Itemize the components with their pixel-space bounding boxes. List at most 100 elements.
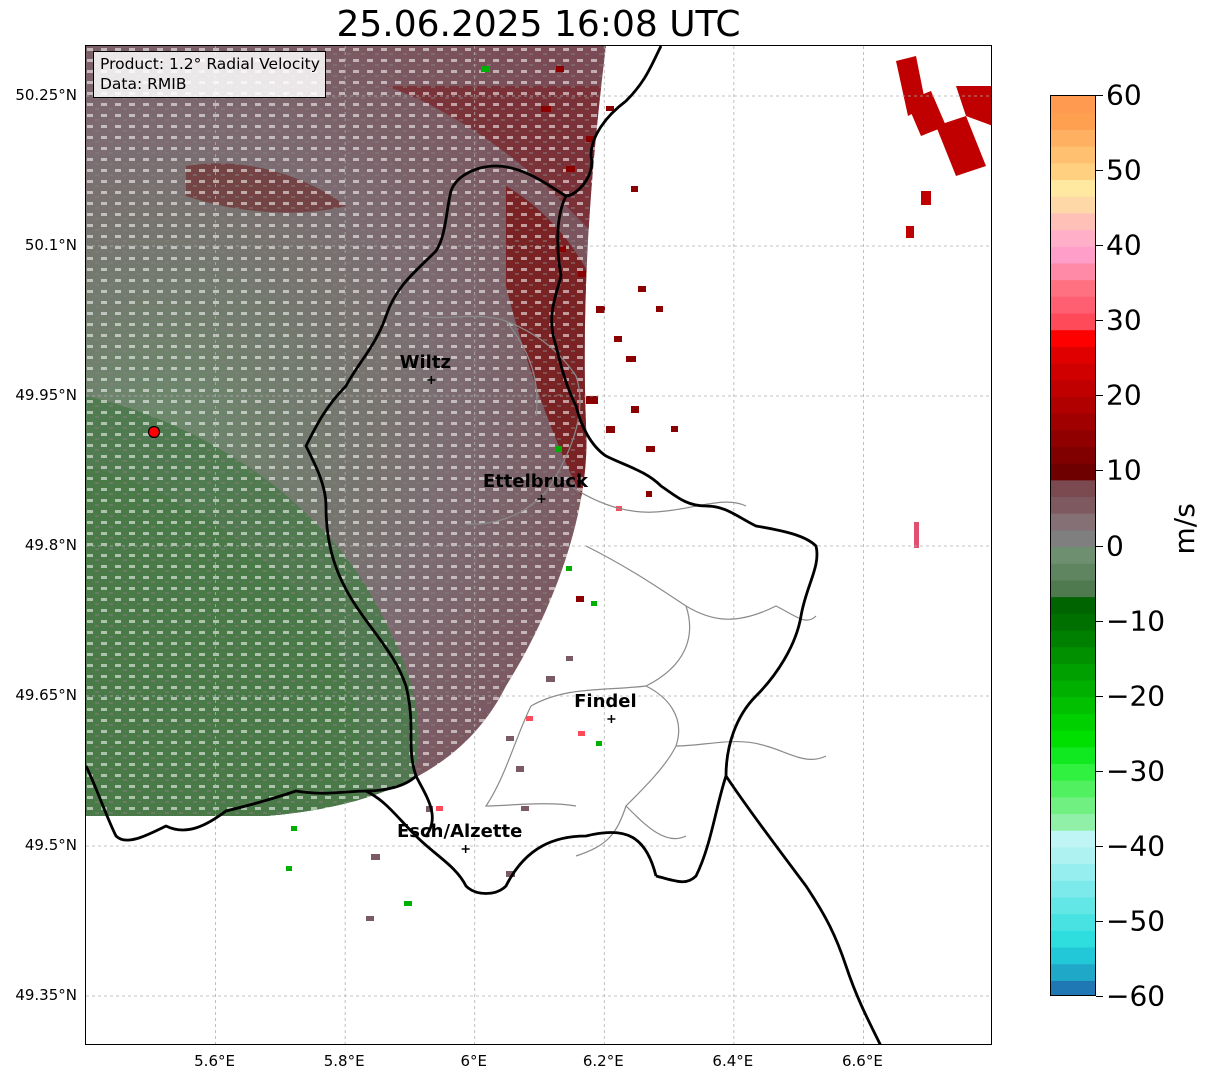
lon-tick-label: 6.4°E [712, 1052, 754, 1070]
colorbar-tick-label: −60 [1106, 979, 1166, 1013]
lon-tick-label: 5.8°E [323, 1052, 365, 1070]
colorbar-segment [1051, 479, 1095, 498]
lat-tick-label: 49.35°N [15, 986, 77, 1004]
colorbar-segment [1051, 196, 1095, 214]
colorbar-segment [1051, 830, 1095, 848]
colorbar-tick-label: −50 [1106, 904, 1166, 938]
colorbar-tick-mark [1096, 245, 1103, 247]
colorbar-segment [1051, 362, 1095, 381]
colorbar-segment [1051, 446, 1095, 464]
colorbar-segment [1051, 730, 1095, 748]
colorbar-segment [1051, 713, 1095, 731]
colorbar-segment [1051, 329, 1095, 347]
colorbar-segment [1051, 546, 1095, 564]
city-markers [427, 376, 616, 853]
colorbar-tick-mark [1096, 845, 1103, 847]
radar-map-canvas [86, 46, 991, 1044]
colorbar-tick-mark [1096, 620, 1103, 622]
colorbar-tick-mark [1096, 320, 1103, 322]
colorbar-segment [1051, 963, 1095, 981]
colorbar-unit-label: m/s [1168, 503, 1201, 555]
colorbar-tick-mark [1096, 545, 1103, 547]
city-marker [537, 495, 546, 503]
colorbar-tick-mark [1096, 395, 1103, 397]
colorbar-tick-label: 50 [1106, 153, 1142, 187]
colorbar-segment [1051, 396, 1095, 414]
colorbar-tick-label: −20 [1106, 679, 1166, 713]
colorbar-segment [1051, 896, 1095, 915]
colorbar-segment [1051, 813, 1095, 831]
colorbar-tick-mark [1096, 770, 1103, 772]
colorbar-segment [1051, 379, 1095, 397]
colorbar-tick-mark [1096, 695, 1103, 697]
colorbar-tick-label: 60 [1106, 78, 1142, 112]
colorbar-segment [1051, 679, 1095, 698]
radar-map[interactable] [85, 45, 992, 1045]
colorbar-segment [1051, 529, 1095, 548]
colorbar-tick-label: 30 [1106, 303, 1142, 337]
colorbar-tick-mark [1096, 920, 1103, 922]
lat-tick-label: 49.95°N [15, 386, 77, 404]
colorbar-segment [1051, 646, 1095, 664]
colorbar-segment [1051, 296, 1095, 314]
colorbar-segment [1051, 513, 1095, 531]
colorbar-gradient [1051, 96, 1095, 995]
colorbar-segment [1051, 212, 1095, 231]
city-label: Findel [574, 691, 637, 712]
colorbar-segment [1051, 663, 1095, 681]
lat-tick-label: 49.5°N [24, 836, 77, 854]
city-marker [607, 715, 616, 723]
colorbar-tick-label: 40 [1106, 228, 1142, 262]
colorbar-segment [1051, 129, 1095, 147]
colorbar-tick-label: −30 [1106, 754, 1166, 788]
map-title: 25.06.2025 16:08 UTC [336, 4, 741, 45]
colorbar-segment [1051, 279, 1095, 297]
colorbar-segment [1051, 463, 1095, 481]
lon-tick-label: 6.6°E [842, 1052, 883, 1070]
colorbar-segment [1051, 980, 1095, 995]
colorbar-tick-mark [1096, 996, 1103, 997]
colorbar-segment [1051, 312, 1095, 331]
radar-site-marker[interactable] [147, 425, 161, 439]
colorbar-segment [1051, 746, 1095, 765]
product-info-box: Product: 1.2° Radial Velocity Data: RMIB [93, 51, 326, 98]
lat-tick-label: 50.1°N [24, 236, 77, 254]
colorbar-segment [1051, 763, 1095, 781]
colorbar-segment [1051, 629, 1095, 648]
lat-tick-label: 49.65°N [15, 686, 77, 704]
colorbar-segment [1051, 613, 1095, 631]
colorbar-tick-mark [1096, 170, 1103, 172]
country-borders [86, 46, 882, 1044]
colorbar-segment [1051, 96, 1095, 114]
colorbar-tick-label: −10 [1106, 604, 1166, 638]
colorbar-segment [1051, 563, 1095, 581]
colorbar-segment [1051, 146, 1095, 164]
city-marker [461, 845, 470, 853]
colorbar-segment [1051, 796, 1095, 815]
colorbar-tick-mark [1096, 470, 1103, 472]
colorbar-segment [1051, 930, 1095, 948]
colorbar-segment [1051, 179, 1095, 197]
commune-boundaries [420, 315, 827, 857]
colorbar-tick-mark [1096, 95, 1103, 96]
lon-tick-label: 6°E [460, 1052, 487, 1070]
radar-echo-field [86, 46, 991, 921]
lat-tick-label: 50.25°N [15, 86, 77, 104]
colorbar-segment [1051, 112, 1095, 130]
colorbar-segment [1051, 246, 1095, 264]
colorbar-segment [1051, 596, 1095, 614]
colorbar-segment [1051, 429, 1095, 447]
colorbar-tick-label: 20 [1106, 378, 1142, 412]
colorbar-segment [1051, 696, 1095, 714]
colorbar-segment [1051, 413, 1095, 431]
colorbar-tick-label: −40 [1106, 829, 1166, 863]
city-label: Esch/Alzette [397, 821, 523, 842]
city-label: Ettelbruck [482, 471, 588, 492]
city-marker [427, 376, 436, 384]
product-label: Product: 1.2° Radial Velocity [100, 55, 320, 73]
lat-tick-label: 49.8°N [24, 536, 77, 554]
colorbar-segment [1051, 863, 1095, 881]
colorbar-segment [1051, 846, 1095, 865]
colorbar-tick-label: 10 [1106, 453, 1142, 487]
lon-tick-label: 6.2°E [582, 1052, 624, 1070]
